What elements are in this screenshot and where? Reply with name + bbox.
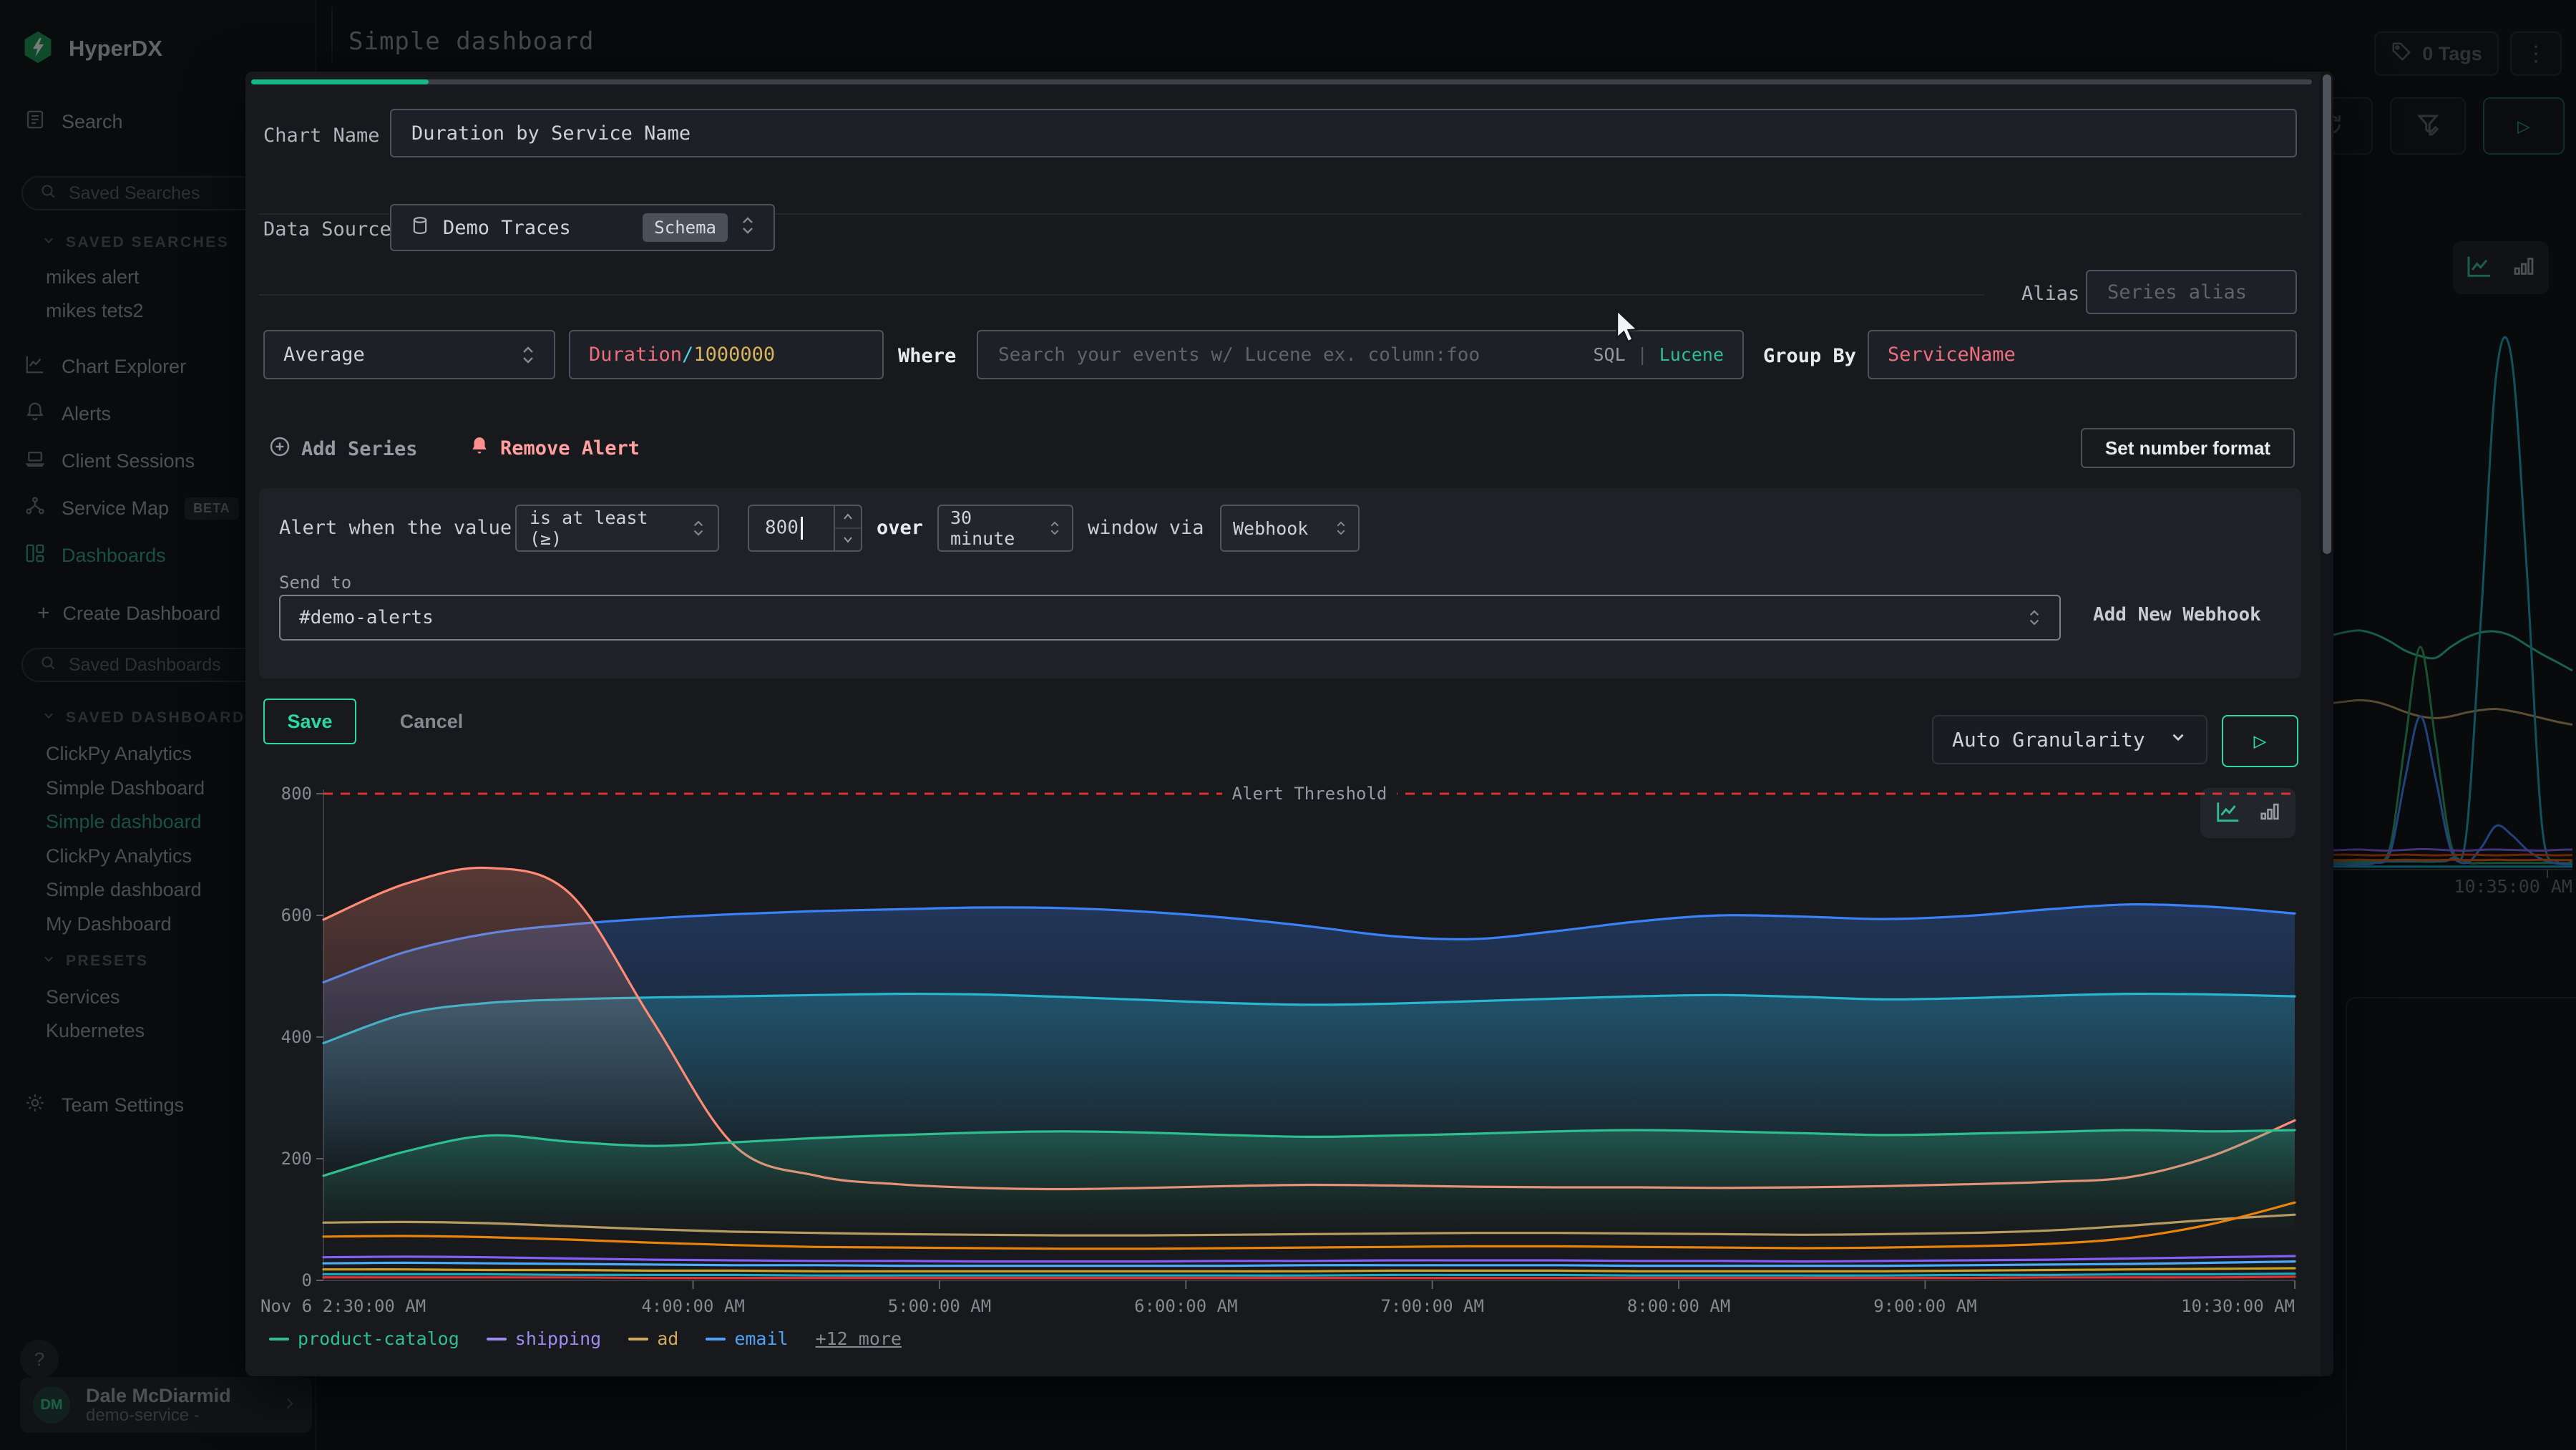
y-tick-label: 200 xyxy=(281,1149,312,1169)
aggregation-value: Average xyxy=(283,344,365,366)
alert-threshold-field[interactable]: 800 xyxy=(748,505,862,552)
x-end-label: 10:30:00 AM xyxy=(2181,1296,2295,1316)
y-tick-label: 800 xyxy=(281,784,312,804)
main-chart: 0 200 400 600 800 4:00:00 AM 5:00:00 AM 6:00:00… xyxy=(259,779,2301,1323)
legend-item[interactable]: shipping xyxy=(487,1328,601,1349)
chart-name-label: Chart Name xyxy=(263,125,380,147)
legend-label: shipping xyxy=(515,1328,601,1349)
group-by-label: Group By xyxy=(1763,345,1856,367)
chevrons-updown-icon xyxy=(1335,519,1347,537)
data-source-select[interactable]: Demo Traces Schema xyxy=(390,204,775,251)
chevrons-updown-icon xyxy=(741,215,755,241)
number-stepper[interactable] xyxy=(834,506,861,550)
stepper-up[interactable] xyxy=(835,506,861,529)
legend-dash xyxy=(706,1338,726,1340)
y-tick-label: 400 xyxy=(281,1027,312,1047)
alias-label: Alias xyxy=(2021,283,2079,305)
y-tick-label: 600 xyxy=(281,905,312,925)
where-search-input[interactable] xyxy=(997,344,1580,366)
legend-dash xyxy=(628,1338,648,1340)
database-icon xyxy=(410,215,430,240)
x-tick-label: 8:00:00 AM xyxy=(1627,1296,1731,1316)
alert-threshold-label: Alert Threshold xyxy=(1232,784,1387,804)
metric-expression-field[interactable]: Duration/1000000 xyxy=(569,330,884,379)
where-label: Where xyxy=(898,345,956,367)
data-source-label: Data Source xyxy=(263,218,391,240)
alert-window-select[interactable]: 30 minute xyxy=(937,505,1073,552)
legend-dash xyxy=(269,1338,289,1340)
chart-name-input[interactable] xyxy=(410,122,2277,145)
alert-prefix-label: Alert when the value xyxy=(279,517,512,539)
run-chart-button[interactable]: ▷ xyxy=(2222,715,2298,767)
legend-item[interactable]: +12 more xyxy=(816,1328,902,1349)
legend-label: ad xyxy=(657,1328,678,1349)
group-by-field[interactable]: ServiceName xyxy=(1868,330,2297,379)
window-via-label: window via xyxy=(1088,517,1204,539)
chevrons-updown-icon xyxy=(1049,519,1060,537)
schema-badge: Schema xyxy=(643,213,728,242)
x-tick-label: 4:00:00 AM xyxy=(641,1296,745,1316)
legend-more-label: +12 more xyxy=(816,1328,902,1349)
alias-field[interactable] xyxy=(2086,270,2297,314)
screen: Simple dashboard 0 Tags ⋮ ▷ HyperDX xyxy=(0,0,2576,1450)
chart-name-field[interactable] xyxy=(390,109,2297,157)
lucene-toggle-option[interactable]: Lucene xyxy=(1659,344,1724,365)
edit-chart-modal: Chart Name Data Source Demo Traces Schem… xyxy=(245,72,2333,1376)
bell-filled-icon xyxy=(469,435,490,462)
aggregation-select[interactable]: Average xyxy=(263,330,555,379)
alert-channel-select[interactable]: Webhook xyxy=(1220,505,1360,552)
progress-bar-fill xyxy=(251,79,429,84)
x-tick-label: 7:00:00 AM xyxy=(1380,1296,1484,1316)
alias-input[interactable] xyxy=(2106,281,2277,304)
x-tick-label: 9:00:00 AM xyxy=(1873,1296,1977,1316)
legend-dash xyxy=(487,1338,507,1340)
series-fill-product-catalog xyxy=(323,1130,2295,1280)
chevrons-updown-icon xyxy=(521,344,535,366)
legend-item[interactable]: ad xyxy=(628,1328,678,1349)
legend-label: email xyxy=(734,1328,788,1349)
divider xyxy=(258,294,1984,296)
x-tick-label: 5:00:00 AM xyxy=(888,1296,992,1316)
remove-alert-button[interactable]: Remove Alert xyxy=(469,435,640,462)
chart-legend: product-catalog shipping ad email +12 more xyxy=(269,1328,902,1349)
metric-field: Duration xyxy=(589,344,682,366)
cursor-arrow-icon xyxy=(1616,309,1644,346)
add-new-webhook-button[interactable]: Add New Webhook xyxy=(2093,604,2261,626)
send-to-select[interactable]: #demo-alerts xyxy=(279,595,2061,641)
alert-condition-select[interactable]: is at least (≥) xyxy=(515,505,719,552)
play-icon: ▷ xyxy=(2253,729,2266,754)
over-label: over xyxy=(877,517,923,539)
legend-item[interactable]: product-catalog xyxy=(269,1328,459,1349)
chevrons-updown-icon xyxy=(2028,608,2041,628)
x-tick-label: 6:00:00 AM xyxy=(1134,1296,1238,1316)
modal-scrollbar[interactable] xyxy=(2321,72,2333,1376)
legend-label: product-catalog xyxy=(298,1328,459,1349)
group-by-value: ServiceName xyxy=(1888,344,2016,366)
stepper-down[interactable] xyxy=(835,529,861,550)
send-to-label: Send to xyxy=(279,573,351,593)
x-start-label: Nov 6 2:30:00 AM xyxy=(260,1296,426,1316)
legend-item[interactable]: email xyxy=(706,1328,788,1349)
granularity-select[interactable]: Auto Granularity xyxy=(1932,715,2207,764)
metric-divisor: 1000000 xyxy=(693,344,775,366)
y-tick-label: 0 xyxy=(302,1270,312,1290)
chevron-down-icon xyxy=(2169,728,2187,751)
cancel-button[interactable]: Cancel xyxy=(385,699,478,744)
circle-plus-icon xyxy=(268,435,291,463)
alert-threshold-value: 800 xyxy=(765,517,799,539)
sql-toggle-option[interactable]: SQL xyxy=(1593,344,1625,365)
text-caret xyxy=(801,517,803,540)
series-line-red xyxy=(323,1277,2295,1278)
save-button[interactable]: Save xyxy=(263,699,356,744)
scrollbar-thumb[interactable] xyxy=(2323,74,2331,554)
data-source-value: Demo Traces xyxy=(443,217,571,239)
progress-bar xyxy=(251,79,2312,84)
set-number-format-button[interactable]: Set number format xyxy=(2081,428,2295,468)
add-series-button[interactable]: Add Series xyxy=(268,435,418,463)
chevrons-updown-icon xyxy=(692,518,705,538)
metric-operator: / xyxy=(682,344,693,366)
